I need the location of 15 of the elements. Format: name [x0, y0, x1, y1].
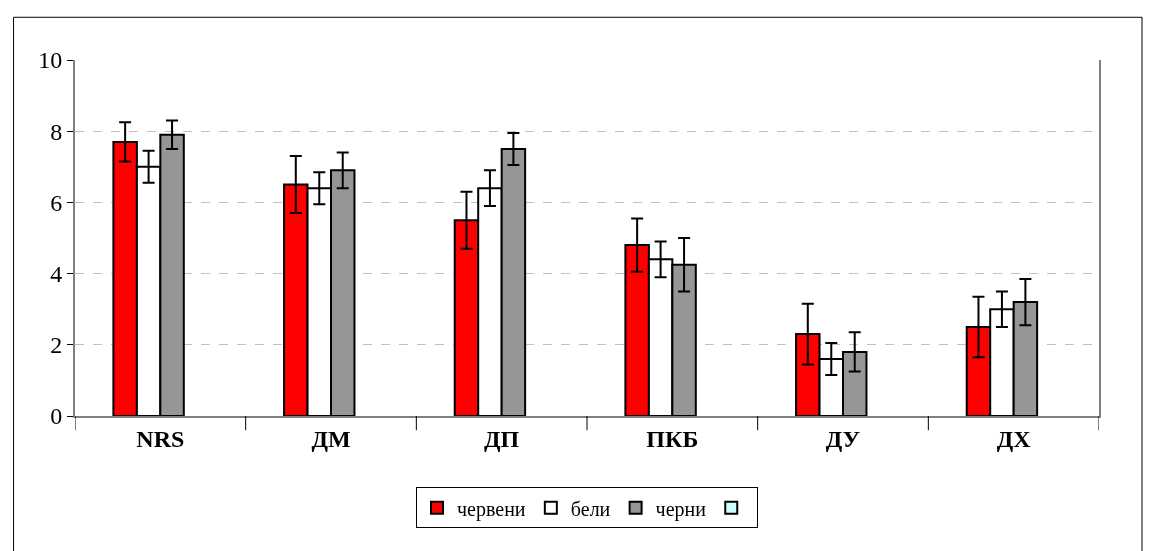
x-tick-label: ПКБ	[646, 425, 699, 452]
y-tick-label: 6	[50, 189, 63, 216]
y-tick-label: 10	[38, 47, 63, 74]
y-tick-label: 2	[50, 332, 63, 359]
legend-label: черни	[655, 497, 707, 521]
y-tick-label: 0	[50, 403, 63, 430]
x-tick-label: ДУ	[825, 425, 861, 452]
x-tick-label: ДП	[484, 425, 520, 452]
legend-label: червени	[457, 497, 526, 521]
y-tick-label: 4	[50, 261, 63, 287]
x-tick-label: NRS	[136, 425, 185, 452]
x-tick-label: ДХ	[996, 425, 1032, 452]
legend-label: бели	[570, 497, 611, 520]
x-tick-label: ДМ	[311, 425, 351, 452]
y-tick-label: 8	[50, 118, 63, 145]
